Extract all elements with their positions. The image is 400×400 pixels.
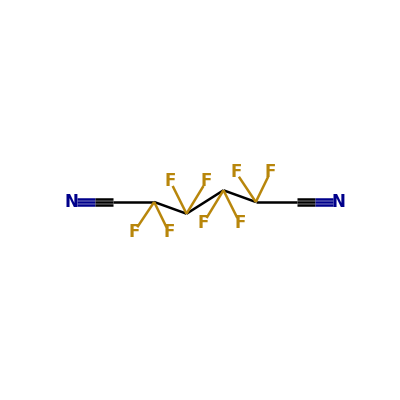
Text: F: F	[265, 163, 276, 181]
Text: F: F	[234, 214, 246, 232]
Text: F: F	[128, 223, 140, 241]
Text: N: N	[65, 193, 78, 211]
Text: F: F	[164, 172, 176, 190]
Text: F: F	[198, 214, 209, 232]
Text: N: N	[332, 193, 345, 211]
Text: F: F	[201, 172, 212, 190]
Text: F: F	[163, 223, 175, 241]
Text: F: F	[230, 163, 242, 181]
